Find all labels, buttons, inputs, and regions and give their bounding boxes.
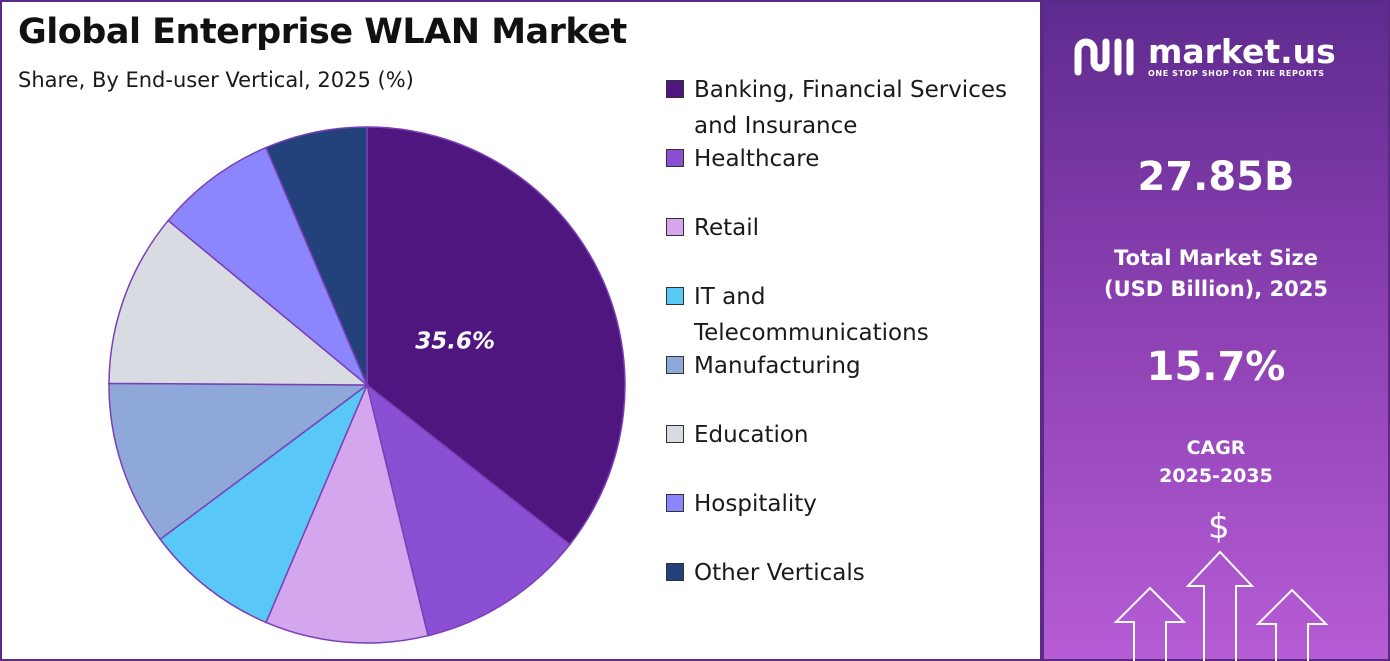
legend-label: Healthcare [694,141,819,177]
pie-chart: 35.6% [108,126,626,644]
legend-label: Manufacturing [694,348,861,384]
pie-slice-5 [108,382,370,541]
pie-slice-8 [265,126,368,386]
brand-name: market.us [1148,31,1336,71]
brand-logo: market.us ONE STOP SHOP FOR THE REPORTS [1072,32,1336,80]
legend-label: Retail [694,210,759,246]
legend-label-line: Telecommunications [694,320,929,346]
legend-label-line: Banking, Financial Services [694,77,1007,103]
legend-swatch [666,287,684,305]
legend-swatch [666,425,684,443]
legend-label-line: IT and [694,284,766,310]
legend-swatch [666,80,684,98]
legend-item: Manufacturing [666,348,861,384]
pie-slice-6 [108,219,370,386]
legend-label-line: Healthcare [694,146,820,172]
legend-label: Hospitality [694,486,817,522]
legend-item: Healthcare [666,141,819,177]
legend-label: Education [694,417,809,453]
chart-panel: Global Enterprise WLAN Market Share, By … [0,0,1042,661]
stats-sidebar: market.us ONE STOP SHOP FOR THE REPORTS … [1042,0,1390,661]
pie-slice-7 [167,146,368,386]
legend-item: Retail [666,210,759,246]
pie-slice-4 [159,382,369,624]
cagr-label-line2: 2025-2035 [1159,465,1273,487]
legend-item: Education [666,417,809,453]
market-size-label-line1: Total Market Size [1114,246,1318,270]
legend-label-line: Other Verticals [694,560,865,586]
legend-label-line: Manufacturing [694,353,861,379]
market-size-label-line2: (USD Billion), 2025 [1103,277,1329,301]
chart-subtitle: Share, By End-user Vertical, 2025 (%) [18,68,414,92]
pie-slice-1 [366,126,626,546]
legend-label: Other Verticals [694,555,865,591]
legend-label: IT and Telecommunications [694,279,929,351]
legend-swatch [666,563,684,581]
pie-data-label: 35.6% [415,329,495,355]
legend-label-line: Retail [694,215,759,241]
legend-swatch [666,356,684,374]
market-us-logo-icon [1074,38,1134,76]
legend-label: Banking, Financial Services and Insurance [694,72,1007,144]
cagr-label-line1: CAGR [1186,437,1246,459]
market-size-value: 27.85B [1137,154,1295,200]
legend-swatch [666,218,684,236]
pie-slice-3 [265,382,429,644]
pie-slice-2 [365,383,571,637]
legend-label-line: Hospitality [694,491,817,517]
legend-item: Other Verticals [666,555,865,591]
growth-arrows-icon [1113,550,1329,661]
legend-item: Hospitality [666,486,817,522]
chart-title: Global Enterprise WLAN Market [18,12,627,52]
brand-tagline: ONE STOP SHOP FOR THE REPORTS [1148,68,1325,78]
cagr-value: 15.7% [1146,344,1286,390]
legend-swatch [666,149,684,167]
legend-label-line: and Insurance [694,113,858,139]
legend-swatch [666,494,684,512]
legend-label-line: Education [694,422,809,448]
legend-item: Banking, Financial Services and Insurance [666,72,1007,144]
dollar-icon: $ [1208,507,1230,547]
legend-item: IT and Telecommunications [666,279,929,351]
